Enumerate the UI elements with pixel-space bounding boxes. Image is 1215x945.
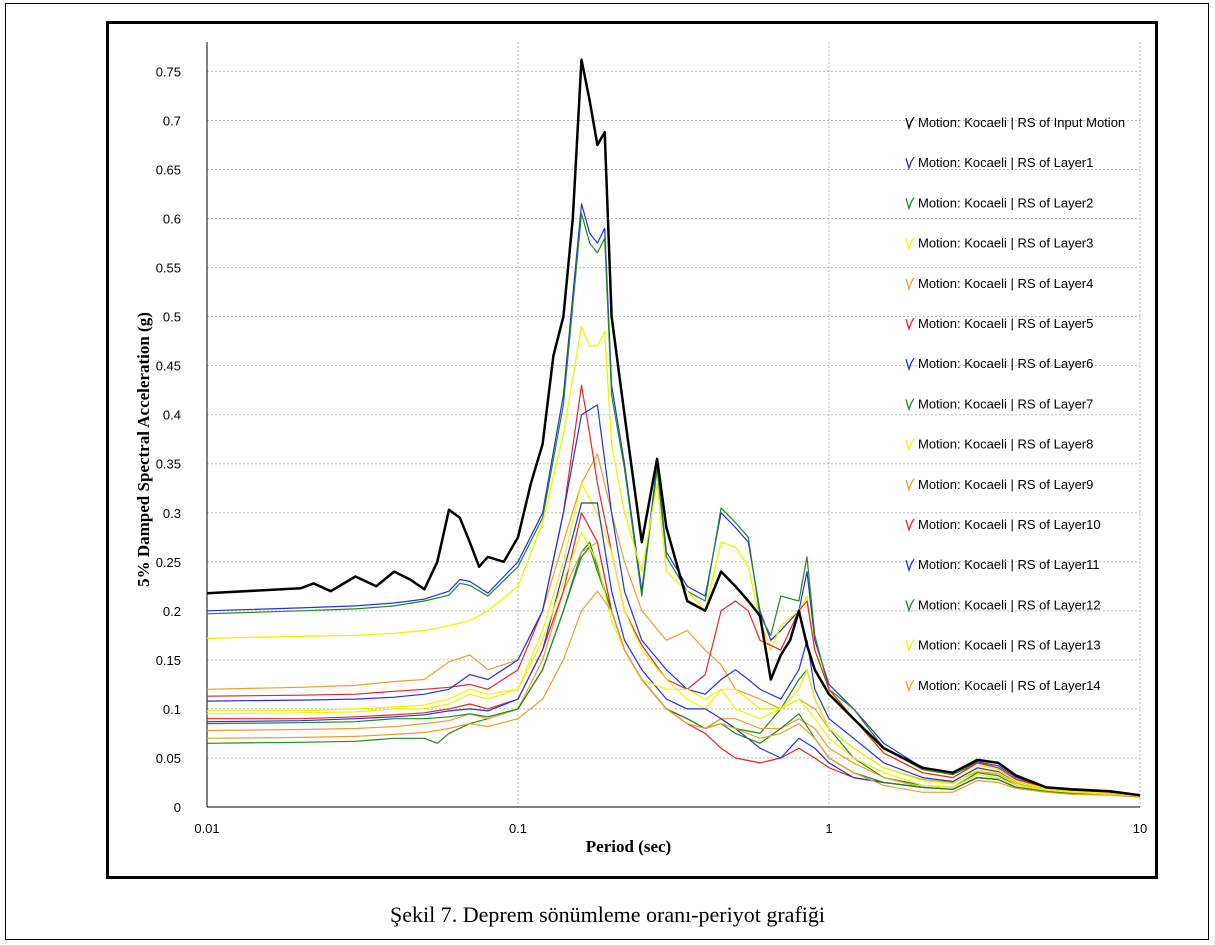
legend-entry: Motion: Kocaeli | RS of Layer12 (918, 597, 1101, 612)
y-tick-label: 0.55 (156, 261, 181, 276)
legend-swatch (905, 558, 915, 573)
legend-entry: Motion: Kocaeli | RS of Layer8 (918, 437, 1093, 452)
y-tick-label: 0.75 (156, 64, 181, 79)
legend-entry: Motion: Kocaeli | RS of Layer5 (918, 316, 1093, 331)
legend-swatch (905, 438, 915, 452)
series-line-8 (206, 482, 1141, 797)
y-tick-label: 0.4 (163, 408, 181, 423)
y-tick-label: 0.6 (163, 212, 181, 227)
x-axis-title: Period (sec) (586, 837, 671, 856)
legend-swatch (905, 599, 915, 613)
y-tick-label: 0.65 (156, 163, 181, 178)
legend-swatch (905, 639, 915, 653)
grid (207, 42, 1141, 807)
y-tick-label: 0.7 (163, 113, 181, 128)
legend-entry: Motion: Kocaeli | RS of Layer6 (918, 356, 1093, 371)
y-tick-label: 0.2 (163, 604, 181, 619)
legend-entry: Motion: Kocaeli | RS of Input Motion (918, 115, 1125, 130)
series-line-4 (206, 453, 1141, 797)
legend-swatch (905, 156, 915, 171)
legend-swatch (905, 317, 915, 332)
legend: Motion: Kocaeli | RS of Input Motion Moti… (905, 115, 1125, 693)
x-tick-label: 1 (825, 821, 832, 836)
spectral-acceleration-chart: 0 0.05 0.1 0.15 0.2 0.25 0.3 0.35 0.4 0.45 0.5 0.55… (134, 42, 1147, 856)
legend-swatch (905, 237, 915, 251)
series-lines (206, 58, 1141, 798)
axes: 0 0.05 0.1 0.15 0.2 0.25 0.3 0.35 0.4 0.45 0.5 0.55… (156, 42, 1147, 836)
legend-entry: Motion: Kocaeli | RS of Layer10 (918, 517, 1101, 532)
y-tick-label: 0.45 (156, 359, 181, 374)
legend-entry: Motion: Kocaeli | RS of Layer7 (918, 396, 1093, 411)
legend-swatch (905, 518, 915, 533)
legend-swatch (905, 197, 915, 211)
y-tick-label: 0.35 (156, 457, 181, 472)
y-tick-label: 0.5 (163, 310, 181, 325)
legend-entry: Motion: Kocaeli | RS of Layer2 (918, 195, 1093, 210)
y-axis-title: 5% Damped Spectral Acceleration (g) (134, 312, 153, 587)
y-tick-label: 0.25 (156, 555, 181, 570)
series-line-12 (206, 546, 1141, 797)
y-tick-label: 0.15 (156, 653, 181, 668)
chart-frame: 0 0.05 0.1 0.15 0.2 0.25 0.3 0.35 0.4 0.45 0.5 0.55… (106, 21, 1158, 879)
legend-entry: Motion: Kocaeli | RS of Layer3 (918, 236, 1093, 251)
legend-entry: Motion: Kocaeli | RS of Layer14 (918, 678, 1101, 693)
series-line-6 (206, 404, 1141, 797)
series-line-14 (206, 590, 1141, 798)
legend-entry: Motion: Kocaeli | RS of Layer11 (918, 557, 1100, 572)
legend-swatch (905, 357, 915, 372)
series-line-2 (206, 213, 1141, 797)
legend-swatch (905, 116, 915, 131)
x-tick-label: 0.1 (509, 821, 527, 836)
legend-entry: Motion: Kocaeli | RS of Layer9 (918, 477, 1093, 492)
x-tick-label: 10 (1133, 821, 1147, 836)
y-tick-label: 0 (174, 800, 181, 815)
legend-swatch (905, 398, 915, 412)
y-tick-label: 0.05 (156, 751, 181, 766)
y-tick-label: 0.3 (163, 506, 181, 521)
legend-swatch (905, 478, 915, 492)
x-tick-label: 0.01 (194, 821, 219, 836)
series-line-13 (207, 531, 1141, 797)
legend-entry: Motion: Kocaeli | RS of Layer1 (918, 155, 1093, 170)
figure-caption: Şekil 7. Deprem sönümleme oranı-periyot … (390, 902, 825, 927)
series-line-1 (206, 203, 1141, 796)
legend-entry: Motion: Kocaeli | RS of Layer4 (918, 276, 1093, 291)
legend-entry: Motion: Kocaeli | RS of Layer13 (918, 638, 1101, 653)
series-line-0 (206, 58, 1141, 797)
series-line-5 (206, 384, 1141, 797)
legend-swatch (905, 679, 915, 693)
y-tick-label: 0.1 (163, 702, 181, 717)
figure-frame (5, 3, 1209, 940)
legend-swatch (905, 277, 915, 291)
